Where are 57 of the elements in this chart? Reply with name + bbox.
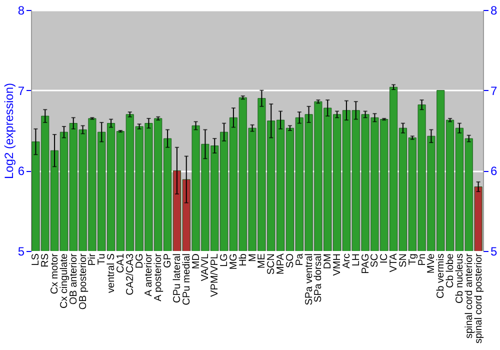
- x-tick-label: CA1: [115, 253, 126, 273]
- x-tick-label: spinal cord posterior: [473, 252, 484, 344]
- x-tick-label: DG: [134, 253, 146, 268]
- x-tick-label: ventral S: [106, 253, 118, 293]
- x-tick-label: Hb: [238, 253, 249, 266]
- x-tick-label: VTA: [388, 253, 400, 272]
- x-tick-label: SC: [370, 254, 381, 268]
- x-tick-label: Cb lobe: [445, 253, 456, 288]
- x-tick-label: Pn: [416, 254, 428, 266]
- x-tick-label: LH: [350, 254, 362, 266]
- x-tick-label: MD: [190, 254, 202, 270]
- x-tick-label: SO: [284, 253, 296, 268]
- x-tick-label: SCN: [266, 254, 278, 275]
- x-tick-label: GP: [162, 253, 174, 268]
- y-tick-label: 5: [18, 244, 25, 258]
- x-tick-label: M: [247, 254, 258, 262]
- x-tick-label: CPu lateral: [172, 254, 183, 303]
- x-tick-label: LS: [30, 253, 42, 266]
- x-tick-label: MPA: [276, 253, 287, 274]
- y-tick-label: 6: [18, 164, 25, 178]
- x-tick-label: IC: [379, 254, 390, 264]
- x-tick-label: MVe: [426, 253, 438, 274]
- x-tick-label: CA2/CA3: [124, 253, 136, 296]
- x-tick-label: Pir: [87, 252, 98, 266]
- x-tick-label: OB anterior: [68, 252, 80, 305]
- x-tick-label: SPa dorsal: [313, 254, 324, 302]
- x-tick-label: ME: [256, 253, 268, 268]
- x-tick-label: CPu medial: [181, 254, 192, 306]
- x-tick-label: A posterior: [153, 252, 164, 302]
- x-tick-label: A anterior: [144, 252, 155, 296]
- x-tick-label: DM: [322, 254, 334, 270]
- x-tick-label: Cb vermis: [436, 254, 447, 299]
- x-tick-label: OB posterior: [78, 252, 89, 310]
- x-tick-label: VMH: [332, 254, 344, 276]
- y2-tick-label: 6: [490, 164, 498, 178]
- y-tick-label: 7: [18, 84, 25, 98]
- x-tick-label: LG: [219, 253, 230, 267]
- x-tick-label: SPa ventral: [304, 254, 315, 306]
- y2-tick-label: 7: [490, 84, 498, 98]
- x-tick-label: Cb nucleus: [454, 254, 466, 304]
- x-tick-label: SN: [398, 254, 409, 268]
- x-tick-label: spinal cord anterior: [464, 252, 475, 339]
- x-tick-label: Tg: [407, 254, 418, 266]
- y-tick-label: 8: [18, 4, 25, 18]
- x-tick-label: PAG: [360, 253, 372, 274]
- x-tick-label: Arc: [341, 254, 352, 268]
- y2-tick-label: 8: [490, 4, 498, 18]
- x-tick-label: Cx motor: [50, 252, 61, 294]
- x-tick-label: RS: [40, 253, 52, 268]
- y2-tick-label: 5: [490, 244, 498, 258]
- x-tick-label: MG: [228, 253, 240, 270]
- x-tick-label: Pa: [294, 253, 306, 266]
- x-tick-label: VPM/VPL: [210, 253, 221, 297]
- y-axis-title: Log2 (expression): [2, 82, 16, 180]
- x-tick-label: VA/VL: [200, 253, 212, 282]
- x-tick-label: Cx cingulate: [58, 253, 70, 309]
- x-tick-label: Tu: [96, 254, 108, 265]
